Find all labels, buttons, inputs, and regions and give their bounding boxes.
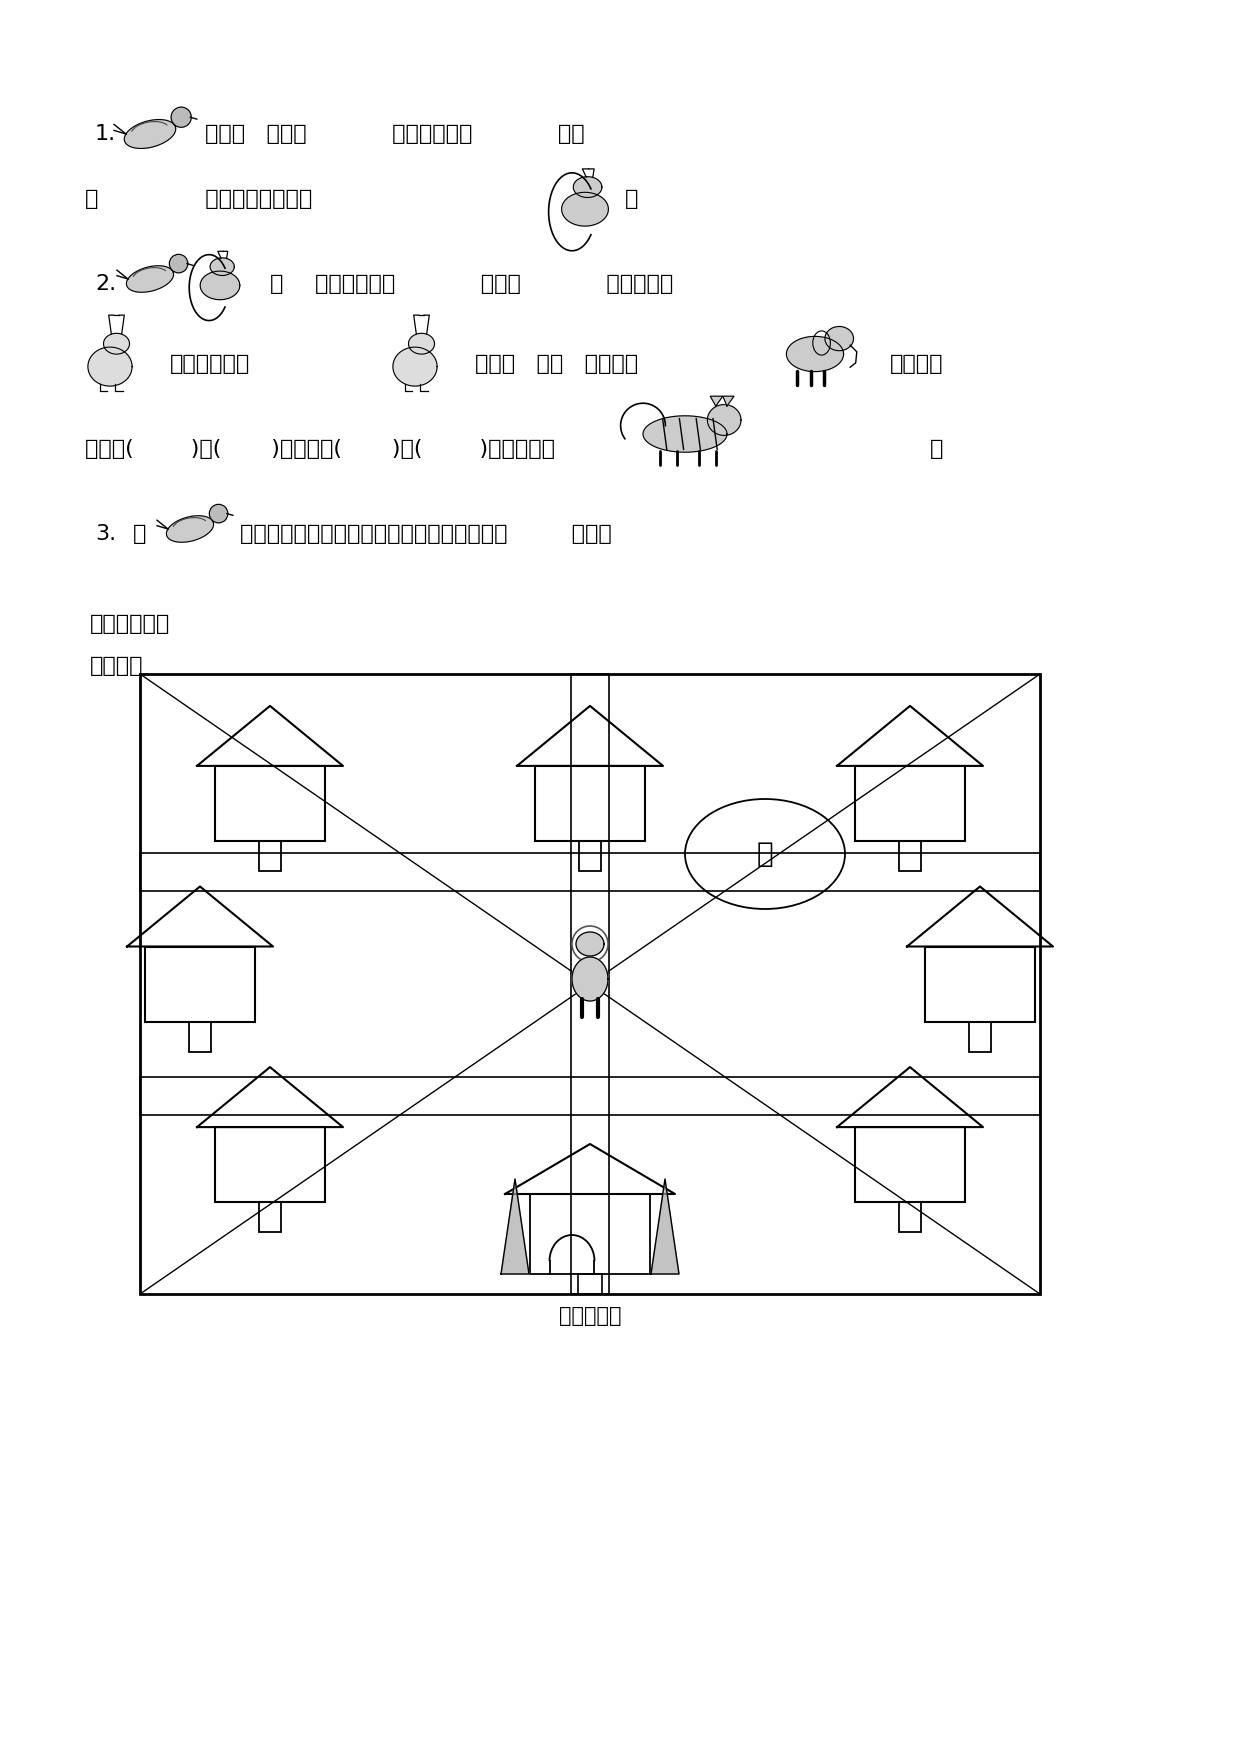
Polygon shape [572, 958, 608, 1002]
Text: 家出来，向（            ）飞（            ）米就到了: 家出来，向（ ）飞（ ）米就到了 [315, 274, 673, 295]
Polygon shape [126, 267, 174, 293]
Text: 。: 。 [930, 438, 944, 460]
Text: 接着向(        )飞(       )米，又向(       )飞(        )米把信交给: 接着向( )飞( )米，又向( )飞( )米把信交给 [86, 438, 556, 460]
Text: 3.: 3. [95, 524, 117, 544]
Polygon shape [408, 333, 434, 354]
Bar [570, 674, 609, 1294]
Bar [215, 766, 325, 840]
Text: 从: 从 [133, 524, 146, 544]
Bar [968, 1021, 991, 1051]
Circle shape [210, 505, 228, 523]
Polygon shape [723, 396, 734, 405]
Polygon shape [573, 177, 601, 198]
Polygon shape [711, 396, 723, 405]
Polygon shape [577, 931, 604, 956]
Text: 家，把信送给: 家，把信送给 [170, 354, 250, 374]
Bar [259, 1201, 281, 1231]
Bar [140, 674, 1040, 1294]
Text: 从: 从 [270, 274, 284, 295]
Circle shape [171, 107, 191, 128]
Bar [140, 1077, 1040, 1114]
Polygon shape [708, 405, 742, 435]
Polygon shape [88, 347, 133, 386]
Text: 后再向   飞（   ）米找到: 后再向 飞（ ）米找到 [475, 354, 639, 374]
Bar [215, 1128, 325, 1201]
Polygon shape [393, 347, 438, 386]
Polygon shape [825, 326, 853, 351]
Text: ，最后再: ，最后再 [890, 354, 944, 374]
Text: 要向（   ）飞（            ）米，再向（            ）飞: 要向（ ）飞（ ）米，再向（ ）飞 [205, 125, 584, 144]
Polygon shape [786, 337, 843, 372]
Text: 开始出发，到把信全部送完，在路上共飞了（         ）米。: 开始出发，到把信全部送完，在路上共飞了（ ）米。 [241, 524, 611, 544]
Bar [925, 947, 1035, 1021]
Text: 动物园大门: 动物园大门 [559, 1307, 621, 1326]
Text: 水: 水 [756, 840, 774, 868]
Bar [899, 1201, 921, 1231]
Polygon shape [124, 119, 176, 149]
Bar [529, 1194, 650, 1273]
Bar [140, 854, 1040, 891]
Text: 填一填。: 填一填。 [91, 656, 144, 675]
Polygon shape [103, 333, 129, 354]
Polygon shape [200, 272, 239, 300]
Polygon shape [562, 193, 609, 226]
Bar [188, 1021, 211, 1051]
Text: 【创新台阶】: 【创新台阶】 [91, 614, 170, 633]
Polygon shape [210, 258, 234, 275]
Bar [259, 840, 281, 872]
Bar [145, 947, 255, 1021]
Polygon shape [644, 416, 727, 453]
Text: （               ）米就把信送给了: （ ）米就把信送给了 [86, 189, 312, 209]
Circle shape [170, 254, 187, 274]
Bar [578, 1273, 601, 1294]
Text: 1.: 1. [95, 125, 117, 144]
Bar [856, 1128, 965, 1201]
Text: 。: 。 [625, 189, 639, 209]
Polygon shape [166, 516, 213, 542]
Bar [856, 766, 965, 840]
Bar [899, 840, 921, 872]
Bar [534, 766, 645, 840]
Bar [579, 840, 601, 872]
Text: 2.: 2. [95, 274, 117, 295]
Polygon shape [651, 1179, 680, 1273]
Polygon shape [501, 1179, 529, 1273]
